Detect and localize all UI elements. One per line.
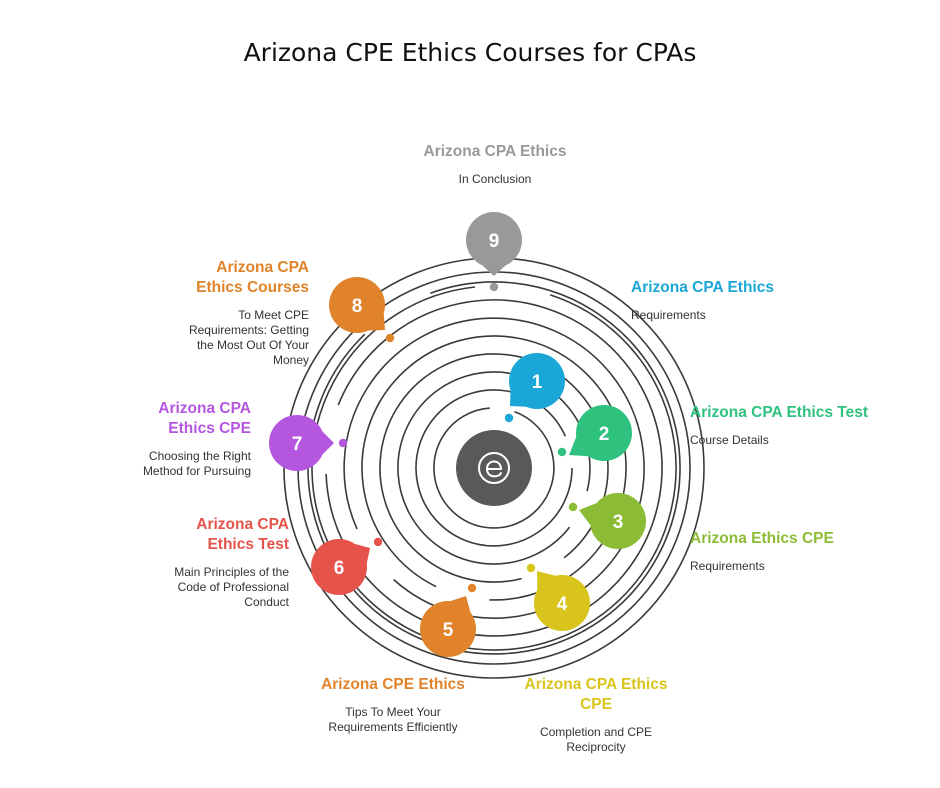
ring-end-dot-8	[385, 333, 395, 343]
marker-circle-6	[311, 539, 367, 595]
ring-end-dot-7	[338, 438, 348, 448]
step-description-1: Requirements	[631, 308, 706, 322]
step-marker-8: 8	[329, 277, 385, 333]
step-marker-7: 7	[269, 415, 334, 471]
marker-circle-8	[329, 277, 385, 333]
spiral-ring-9	[311, 286, 677, 651]
step-description-7: Choosing the Right Method for Pursuing	[142, 449, 251, 478]
marker-circle-1	[509, 353, 565, 409]
step-heading-6: Arizona CPA Ethics Test	[196, 516, 289, 553]
spiral-ring-1	[433, 407, 555, 529]
step-label-2: Arizona CPA Ethics Test Course Details	[690, 403, 875, 448]
marker-circle-3	[590, 493, 646, 549]
step-description-6: Main Principles of the Code of Professio…	[174, 565, 289, 609]
marker-number-6: 6	[334, 558, 345, 579]
step-label-7: Arizona CPA Ethics CPE Choosing the Righ…	[66, 399, 251, 479]
step-heading-4: Arizona CPA Ethics CPE	[524, 676, 668, 713]
ring-end-dot-2	[557, 447, 567, 457]
step-heading-8: Arizona CPA Ethics Courses	[196, 259, 309, 296]
marker-circle-7	[269, 415, 325, 471]
step-description-3: Requirements	[690, 559, 765, 573]
step-marker-6: 6	[311, 539, 370, 595]
marker-number-8: 8	[352, 296, 363, 317]
step-description-5: Tips To Meet Your Requirements Efficient…	[328, 705, 458, 734]
step-label-6: Arizona CPA Ethics Test Main Principles …	[104, 515, 289, 610]
marker-number-9: 9	[489, 231, 500, 252]
spiral-ring-6	[343, 317, 645, 619]
step-description-9: In Conclusion	[458, 172, 532, 186]
step-label-9: Arizona CPA Ethics In Conclusion	[395, 142, 595, 187]
step-label-4: Arizona CPA Ethics CPE Completion and CP…	[517, 675, 675, 755]
step-label-8: Arizona CPA Ethics Courses To Meet CPE R…	[124, 258, 309, 368]
marker-number-7: 7	[292, 434, 303, 455]
step-description-2: Course Details	[690, 433, 769, 447]
step-marker-4: 4	[534, 571, 590, 631]
marker-number-3: 3	[613, 512, 624, 533]
marker-pointer-3	[579, 503, 597, 525]
spiral-ring-5	[361, 335, 627, 601]
ring-end-dot-5	[467, 583, 477, 593]
ring-end-dot-3	[568, 502, 578, 512]
marker-number-4: 4	[557, 594, 568, 615]
marker-number-2: 2	[599, 424, 610, 445]
spiral-ring-7	[325, 299, 663, 637]
marker-number-1: 1	[532, 372, 543, 393]
step-heading-1: Arizona CPA Ethics	[631, 279, 774, 296]
step-heading-7: Arizona CPA Ethics CPE	[158, 400, 251, 437]
step-heading-3: Arizona Ethics CPE	[690, 530, 834, 547]
e-logo-icon	[478, 452, 510, 484]
marker-pointer-7	[322, 431, 334, 455]
step-marker-3: 3	[579, 493, 646, 549]
spiral-ring-8	[307, 281, 681, 655]
page-title: Arizona CPE Ethics Courses for CPAs	[243, 38, 697, 67]
ring-end-dot-4	[526, 563, 536, 573]
marker-circle-5	[420, 601, 476, 657]
step-heading-9: Arizona CPA Ethics	[423, 143, 567, 160]
marker-pointer-9	[482, 265, 506, 276]
marker-circle-2	[576, 405, 632, 461]
step-description-4: Completion and CPE Reciprocity	[539, 725, 653, 754]
step-label-5: Arizona CPE Ethics Tips To Meet Your Req…	[300, 675, 486, 735]
center-hub	[456, 430, 532, 506]
step-marker-9: 9	[466, 212, 522, 276]
step-markers: 1 2 3 4 5 6 7 8 9	[269, 212, 646, 657]
step-description-8: To Meet CPE Requirements: Getting the Mo…	[188, 308, 309, 367]
marker-circle-4	[534, 575, 590, 631]
step-heading-2: Arizona CPA Ethics Test	[690, 404, 868, 421]
marker-number-5: 5	[443, 620, 454, 641]
step-marker-2: 2	[569, 405, 632, 461]
ring-end-dots	[338, 282, 578, 593]
step-heading-5: Arizona CPE Ethics	[321, 676, 465, 693]
step-label-1: Arizona CPA Ethics Requirements	[631, 278, 816, 323]
spiral-ring-4	[379, 353, 609, 583]
ring-end-dot-9	[489, 282, 499, 292]
ring-end-dot-1	[504, 413, 514, 423]
step-marker-1: 1	[509, 353, 565, 409]
spiral-ring-3	[397, 371, 591, 565]
marker-circle-9	[466, 212, 522, 268]
step-label-3: Arizona Ethics CPE Requirements	[690, 529, 875, 574]
step-marker-5: 5	[420, 596, 476, 657]
ring-end-dot-6	[373, 537, 383, 547]
